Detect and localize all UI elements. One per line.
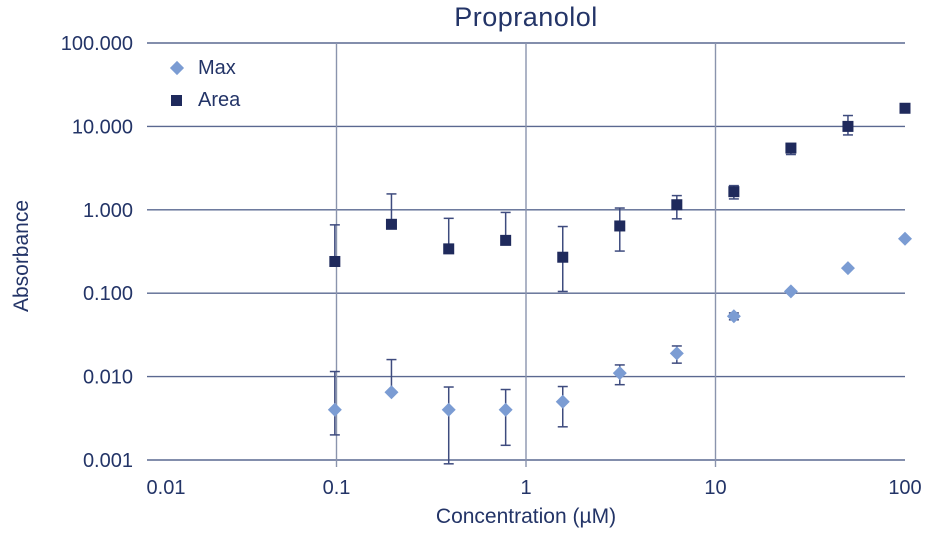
data-point-max: [612, 366, 627, 381]
data-point-max: [384, 385, 399, 400]
data-point-max: [726, 309, 741, 324]
x-axis-title: Concentration (µM): [435, 505, 617, 528]
chart-title: Propranolol: [454, 2, 598, 32]
max-diamond-icon: [169, 60, 185, 76]
legend-item-max: Max: [169, 52, 240, 84]
x-tick-label: 0.01: [147, 477, 186, 499]
y-tick-label: 0.100: [83, 283, 133, 305]
y-tick-label: 100.000: [61, 33, 133, 55]
data-point-area: [899, 102, 911, 114]
data-point-max: [898, 231, 912, 246]
legend-label-area: Area: [198, 88, 241, 111]
x-tick-label: 0.1: [323, 477, 351, 499]
x-tick-label: 100: [888, 477, 921, 499]
data-point-area: [385, 218, 397, 230]
data-point-area: [443, 243, 455, 255]
data-point-area: [329, 255, 341, 267]
data-point-area: [671, 199, 683, 211]
legend-label-max: Max: [198, 56, 236, 79]
data-point-max: [783, 284, 798, 299]
y-axis-title: Absorbance: [10, 199, 33, 313]
data-point-area: [728, 186, 740, 198]
y-tick-label: 1.000: [83, 200, 133, 222]
data-point-area: [614, 220, 626, 232]
data-point-area: [557, 251, 569, 263]
y-tick-label: 0.001: [83, 450, 133, 472]
legend-item-area: Area: [170, 84, 240, 116]
data-point-max: [327, 402, 342, 417]
data-point-max: [498, 402, 513, 417]
data-point-area: [500, 234, 512, 246]
data-point-max: [840, 261, 855, 276]
y-tick-label: 0.010: [83, 367, 133, 389]
legend: Max Area: [169, 52, 240, 116]
data-point-area: [842, 120, 854, 132]
x-tick-label: 10: [704, 477, 726, 499]
data-point-max: [555, 394, 570, 409]
data-point-area: [785, 142, 797, 154]
data-point-max: [441, 402, 456, 417]
area-square-icon: [171, 94, 182, 106]
y-tick-label: 10.000: [72, 116, 133, 138]
data-point-max: [669, 346, 684, 361]
x-tick-label: 1: [520, 477, 531, 499]
